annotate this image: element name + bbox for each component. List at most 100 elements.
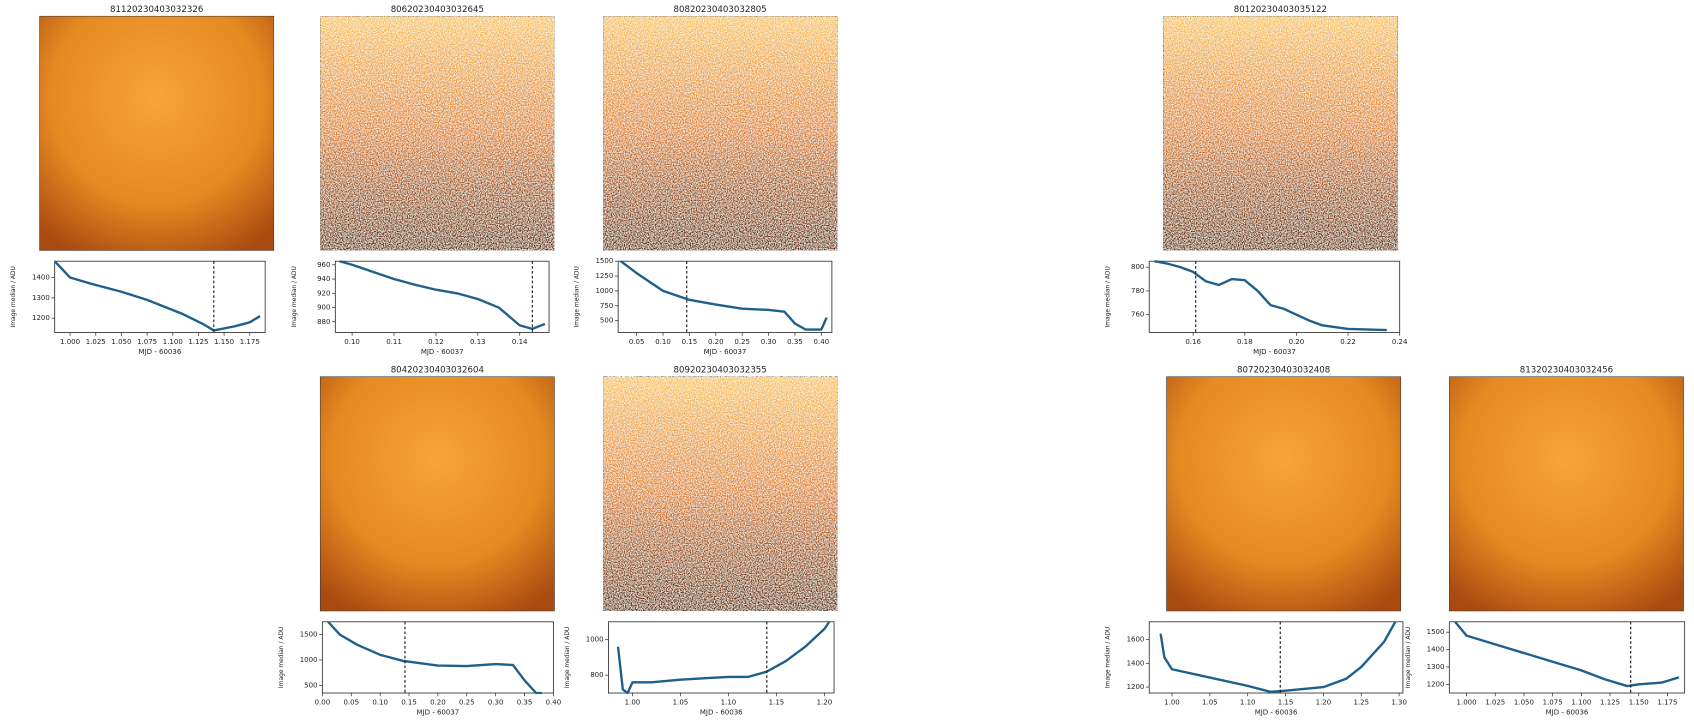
y-axis-label: Image median / ADU bbox=[1405, 627, 1412, 688]
plot-frame bbox=[617, 260, 833, 333]
y-tick-label: 960 bbox=[317, 260, 330, 269]
y-tick-label: 780 bbox=[1131, 286, 1144, 295]
plot-frame bbox=[321, 621, 554, 694]
x-tick-label: 0.25 bbox=[734, 337, 750, 346]
x-tick-label: 1.15 bbox=[1278, 698, 1294, 707]
y-tick-label: 750 bbox=[600, 301, 613, 310]
x-axis-label: MJD - 60037 bbox=[417, 707, 460, 716]
x-tick-label: 0.30 bbox=[761, 337, 777, 346]
x-tick-label: 1.05 bbox=[673, 698, 689, 707]
y-tick-label: 500 bbox=[600, 316, 613, 325]
x-tick-label: 1.000 bbox=[60, 337, 80, 346]
y-tick-label: 1500 bbox=[595, 256, 613, 265]
y-axis-label: Image median / ADU bbox=[564, 627, 571, 688]
y-tick-label: 1000 bbox=[595, 286, 613, 295]
plot-frame bbox=[1448, 621, 1686, 694]
x-tick-label: 0.35 bbox=[787, 337, 803, 346]
panel-title: 80120230403035122 bbox=[1234, 5, 1327, 15]
y-tick-label: 1200 bbox=[1427, 679, 1445, 688]
x-tick-label: 1.10 bbox=[721, 698, 737, 707]
x-tick-label: 1.100 bbox=[163, 337, 183, 346]
y-axis-label: Image median / ADU bbox=[10, 266, 17, 327]
data-line bbox=[620, 260, 828, 331]
x-tick-label: 1.125 bbox=[1600, 698, 1620, 707]
y-tick-label: 1500 bbox=[300, 629, 318, 638]
x-tick-label: 0.05 bbox=[629, 337, 645, 346]
x-tick-label: 1.150 bbox=[1629, 698, 1649, 707]
detector-image bbox=[602, 15, 838, 251]
y-tick-label: 1200 bbox=[1127, 682, 1145, 691]
x-tick-label: 0.18 bbox=[1237, 337, 1253, 346]
x-axis-label: MJD - 60036 bbox=[1255, 707, 1298, 716]
data-line bbox=[1454, 621, 1680, 688]
x-tick-label: 1.15 bbox=[769, 698, 785, 707]
x-tick-label: 0.12 bbox=[428, 337, 444, 346]
y-tick-label: 1400 bbox=[32, 273, 50, 282]
x-tick-label: 1.175 bbox=[1657, 698, 1677, 707]
y-tick-label: 800 bbox=[590, 670, 603, 679]
x-tick-label: 0.14 bbox=[512, 337, 528, 346]
y-axis-label: Image median / ADU bbox=[1105, 627, 1112, 688]
x-axis-label: MJD - 60037 bbox=[1253, 347, 1296, 356]
x-tick-label: 0.15 bbox=[682, 337, 698, 346]
data-line bbox=[327, 620, 542, 695]
x-tick-label: 0.16 bbox=[1185, 337, 1201, 346]
x-tick-label: 1.10 bbox=[1240, 698, 1256, 707]
x-tick-label: 0.40 bbox=[546, 698, 562, 707]
x-tick-label: 0.05 bbox=[343, 698, 359, 707]
x-tick-label: 1.075 bbox=[1543, 698, 1563, 707]
y-tick-label: 1200 bbox=[32, 313, 50, 322]
x-tick-label: 1.050 bbox=[111, 337, 131, 346]
panel-title: 80620230403032645 bbox=[391, 5, 484, 15]
y-axis-label: Image median / ADU bbox=[278, 627, 285, 688]
x-tick-label: 1.00 bbox=[1164, 698, 1180, 707]
x-tick-label: 0.40 bbox=[814, 337, 830, 346]
x-tick-label: 1.100 bbox=[1571, 698, 1591, 707]
x-tick-label: 1.20 bbox=[1316, 698, 1332, 707]
plot-frame bbox=[1148, 260, 1401, 333]
x-axis-label: MJD - 60036 bbox=[1546, 707, 1589, 716]
panel-title: 81320230403032456 bbox=[1520, 365, 1613, 375]
y-axis-label: Image median / ADU bbox=[291, 266, 298, 327]
x-tick-label: 0.30 bbox=[488, 698, 504, 707]
y-axis-label: Image median / ADU bbox=[574, 266, 581, 327]
x-tick-label: 0.20 bbox=[1289, 337, 1305, 346]
x-tick-label: 1.25 bbox=[1353, 698, 1369, 707]
x-tick-label: 0.00 bbox=[315, 698, 331, 707]
y-tick-label: 920 bbox=[317, 288, 330, 297]
x-tick-label: 1.00 bbox=[625, 698, 641, 707]
panel: 80620230403032645 0.10 0.11 0.12 0.13 0.14 880… bbox=[291, 5, 555, 356]
x-tick-label: 1.050 bbox=[1514, 698, 1534, 707]
x-tick-label: 0.10 bbox=[372, 698, 388, 707]
x-axis-label: MJD - 60037 bbox=[421, 347, 464, 356]
x-tick-label: 0.20 bbox=[708, 337, 724, 346]
y-tick-label: 760 bbox=[1131, 310, 1144, 319]
panel-title: 80920230403032355 bbox=[674, 365, 767, 375]
x-tick-label: 0.20 bbox=[430, 698, 446, 707]
data-line bbox=[1154, 260, 1387, 332]
panel-title: 80720230403032408 bbox=[1237, 365, 1330, 375]
y-tick-label: 1000 bbox=[586, 635, 604, 644]
x-tick-label: 0.10 bbox=[655, 337, 671, 346]
x-tick-label: 1.025 bbox=[1485, 698, 1505, 707]
x-tick-label: 0.35 bbox=[517, 698, 533, 707]
x-tick-label: 1.175 bbox=[240, 337, 260, 346]
panel: 80420230403032604 0.00 0.05 0.10 0.15 0.20 0.2… bbox=[278, 365, 561, 716]
x-tick-label: 0.24 bbox=[1392, 337, 1408, 346]
detector-image bbox=[39, 15, 275, 251]
y-tick-label: 800 bbox=[1131, 262, 1144, 271]
x-tick-label: 1.05 bbox=[1202, 698, 1218, 707]
y-tick-label: 880 bbox=[317, 317, 330, 326]
panel: 80720230403032408 1.00 1.05 1.10 1.15 1.20 1.2… bbox=[1105, 365, 1407, 716]
x-tick-label: 0.13 bbox=[470, 337, 486, 346]
x-tick-label: 1.000 bbox=[1457, 698, 1477, 707]
data-line bbox=[1159, 621, 1397, 694]
y-tick-label: 500 bbox=[304, 680, 317, 689]
y-tick-label: 1400 bbox=[1127, 658, 1145, 667]
x-tick-label: 1.30 bbox=[1391, 698, 1407, 707]
plot-frame bbox=[1148, 621, 1404, 694]
x-tick-label: 1.150 bbox=[214, 337, 234, 346]
panel-title: 80420230403032604 bbox=[391, 365, 484, 375]
y-tick-label: 1300 bbox=[32, 293, 50, 302]
